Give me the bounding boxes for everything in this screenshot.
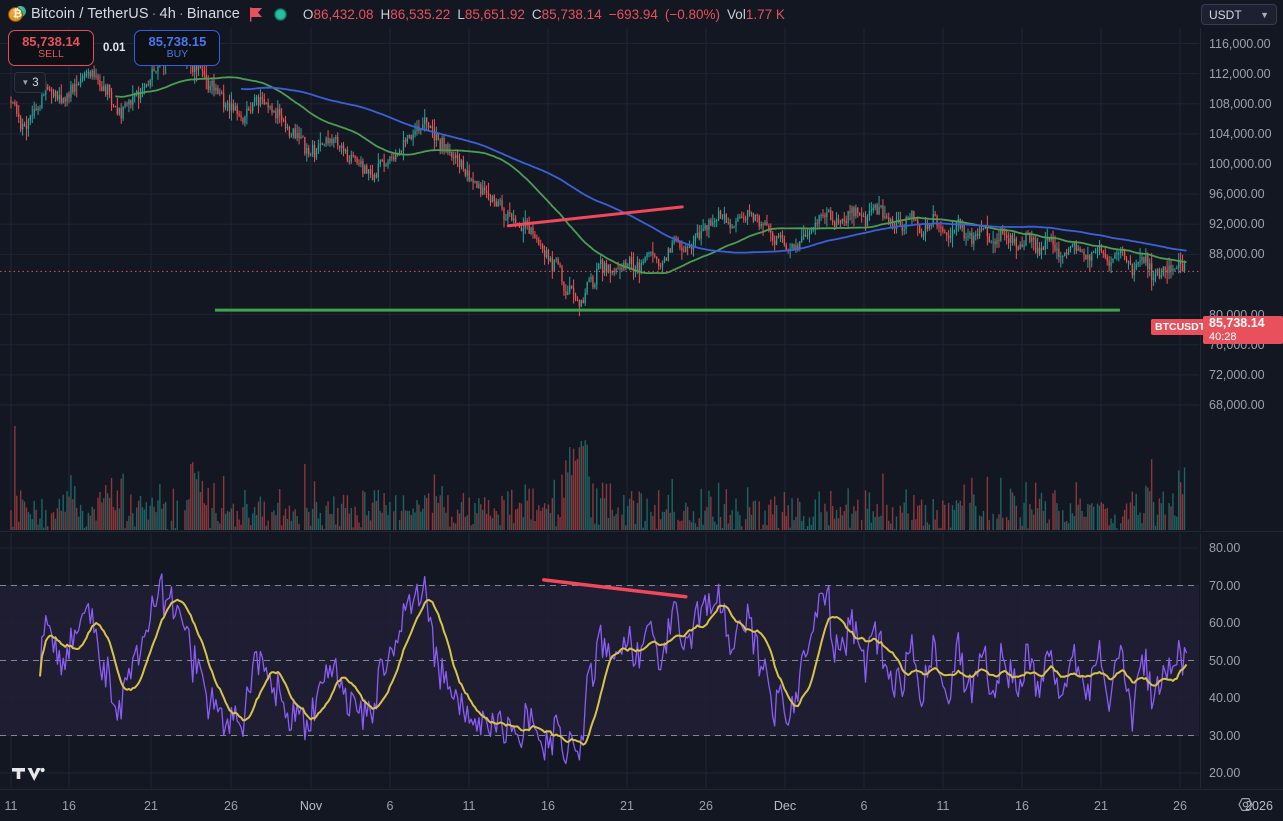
rsi-axis-label: 30.00 bbox=[1209, 728, 1241, 743]
low-value: 85,651.92 bbox=[464, 6, 525, 22]
interval-label[interactable]: 4h bbox=[159, 6, 176, 22]
price-axis-label: 112,000.00 bbox=[1209, 66, 1271, 81]
bitcoin-tether-icon: ₿ bbox=[8, 5, 26, 23]
ticker-badge: BTCUSDT bbox=[1151, 319, 1210, 335]
time-axis-label: 16 bbox=[541, 799, 555, 813]
time-axis-label: 26 bbox=[224, 799, 238, 813]
separator-1: · bbox=[151, 6, 157, 22]
time-axis-label: Nov bbox=[299, 799, 323, 813]
sell-label: SELL bbox=[38, 48, 64, 61]
price-axis-label: 88,000.00 bbox=[1209, 247, 1265, 262]
high-label: H bbox=[380, 6, 391, 22]
change-percent: (−0.80%) bbox=[664, 6, 721, 22]
sell-button[interactable]: 85,738.14 SELL bbox=[8, 30, 94, 66]
close-value: 85,738.14 bbox=[541, 6, 602, 22]
separator-2: · bbox=[178, 6, 184, 22]
time-axis[interactable]: 11 16 21 26 Nov 6 11 16 21 26 Dec 6 11 16 21 26 2026 bbox=[0, 789, 1283, 821]
price-axis-label: 92,000.00 bbox=[1209, 217, 1265, 232]
price-axis[interactable]: 116,000.00 112,000.00 108,000.00 104,000.00… bbox=[1200, 28, 1283, 530]
pane-divider[interactable] bbox=[0, 531, 1283, 532]
high-value: 86,535.22 bbox=[390, 6, 451, 22]
quantity-value: 3 bbox=[32, 76, 39, 89]
time-axis-label: 11 bbox=[4, 799, 18, 813]
time-axis-label: 21 bbox=[1094, 799, 1108, 813]
change-value: −693.94 bbox=[608, 6, 658, 22]
price-pane[interactable] bbox=[0, 28, 1200, 530]
tradingview-logo-icon[interactable] bbox=[12, 763, 46, 784]
volume-value: 1.77 K bbox=[745, 6, 785, 22]
rsi-axis-label: 20.00 bbox=[1209, 766, 1241, 780]
quantity-stepper[interactable]: ▼ 3 bbox=[14, 72, 46, 93]
chevron-down-icon: ▼ bbox=[21, 78, 30, 87]
bar-countdown: 40:28 bbox=[1209, 330, 1237, 343]
time-axis-label: 6 bbox=[386, 799, 394, 813]
chart-header: ₿ Bitcoin / TetherUS · 4h · Binance O86,432.… bbox=[0, 0, 1283, 28]
price-axis-label: 104,000.00 bbox=[1209, 126, 1272, 141]
symbol-name: Bitcoin / TetherUS bbox=[31, 6, 149, 22]
spread-value: 0.01 bbox=[103, 42, 126, 54]
exchange-label: Binance bbox=[186, 6, 240, 22]
rsi-axis-label: 80.00 bbox=[1209, 541, 1241, 555]
sell-price: 85,738.14 bbox=[22, 33, 80, 49]
price-axis-label: 68,000.00 bbox=[1209, 397, 1265, 412]
time-axis-label: 16 bbox=[1015, 799, 1029, 813]
rsi-pane[interactable] bbox=[0, 533, 1200, 788]
low-label: L bbox=[457, 6, 465, 22]
ohlc-readout: O86,432.08 H86,535.22 L85,651.92 C85,738.14… bbox=[303, 7, 785, 22]
currency-value: USDT bbox=[1209, 7, 1242, 22]
buy-button[interactable]: 85,738.15 BUY bbox=[134, 30, 221, 66]
time-axis-label: 11 bbox=[936, 799, 950, 813]
red-flag-icon[interactable] bbox=[249, 7, 263, 22]
time-axis-label: 21 bbox=[144, 799, 158, 813]
chevron-down-icon: ▼ bbox=[1260, 9, 1269, 20]
axis-settings-icon[interactable] bbox=[1238, 797, 1253, 812]
price-axis-label: 72,000.00 bbox=[1209, 367, 1265, 382]
time-axis-label: Dec bbox=[773, 799, 797, 813]
price-axis-label: 100,000.00 bbox=[1209, 157, 1272, 171]
volume-label: Vol bbox=[727, 6, 746, 22]
current-price: 85,738.14 bbox=[1209, 316, 1265, 331]
rsi-axis-label: 60.00 bbox=[1209, 616, 1241, 630]
rsi-axis-label: 50.00 bbox=[1209, 653, 1241, 668]
price-axis-label: 116,000.00 bbox=[1209, 36, 1271, 51]
open-label: O bbox=[302, 6, 314, 22]
time-axis-label: 11 bbox=[462, 799, 476, 813]
time-axis-label: 21 bbox=[620, 799, 634, 813]
current-price-tag[interactable]: 85,738.14 40:28 bbox=[1203, 316, 1283, 344]
time-axis-label: 6 bbox=[860, 799, 868, 813]
time-axis-label: 26 bbox=[699, 799, 713, 813]
trade-panel: 85,738.14 SELL 0.01 85,738.15 BUY bbox=[8, 30, 221, 66]
time-axis-label: 16 bbox=[62, 799, 76, 813]
symbol-title[interactable]: Bitcoin / TetherUS · 4h · Binance bbox=[31, 6, 240, 22]
rsi-axis-label: 70.00 bbox=[1209, 578, 1241, 593]
price-axis-label: 96,000.00 bbox=[1209, 187, 1265, 202]
rsi-axis[interactable]: 80.00 70.00 60.00 50.00 40.00 30.00 20.00 bbox=[1200, 533, 1283, 788]
time-axis-label: 2026 bbox=[1245, 799, 1273, 813]
teal-circle-icon[interactable] bbox=[273, 7, 287, 21]
rsi-axis-label: 40.00 bbox=[1209, 691, 1241, 705]
open-value: 86,432.08 bbox=[313, 6, 374, 22]
buy-label: BUY bbox=[166, 48, 189, 61]
price-axis-label: 108,000.00 bbox=[1209, 96, 1272, 111]
currency-selector[interactable]: USDT ▼ bbox=[1201, 4, 1277, 25]
close-label: C bbox=[531, 6, 542, 22]
buy-price: 85,738.15 bbox=[148, 33, 207, 49]
time-axis-label: 26 bbox=[1173, 799, 1187, 813]
